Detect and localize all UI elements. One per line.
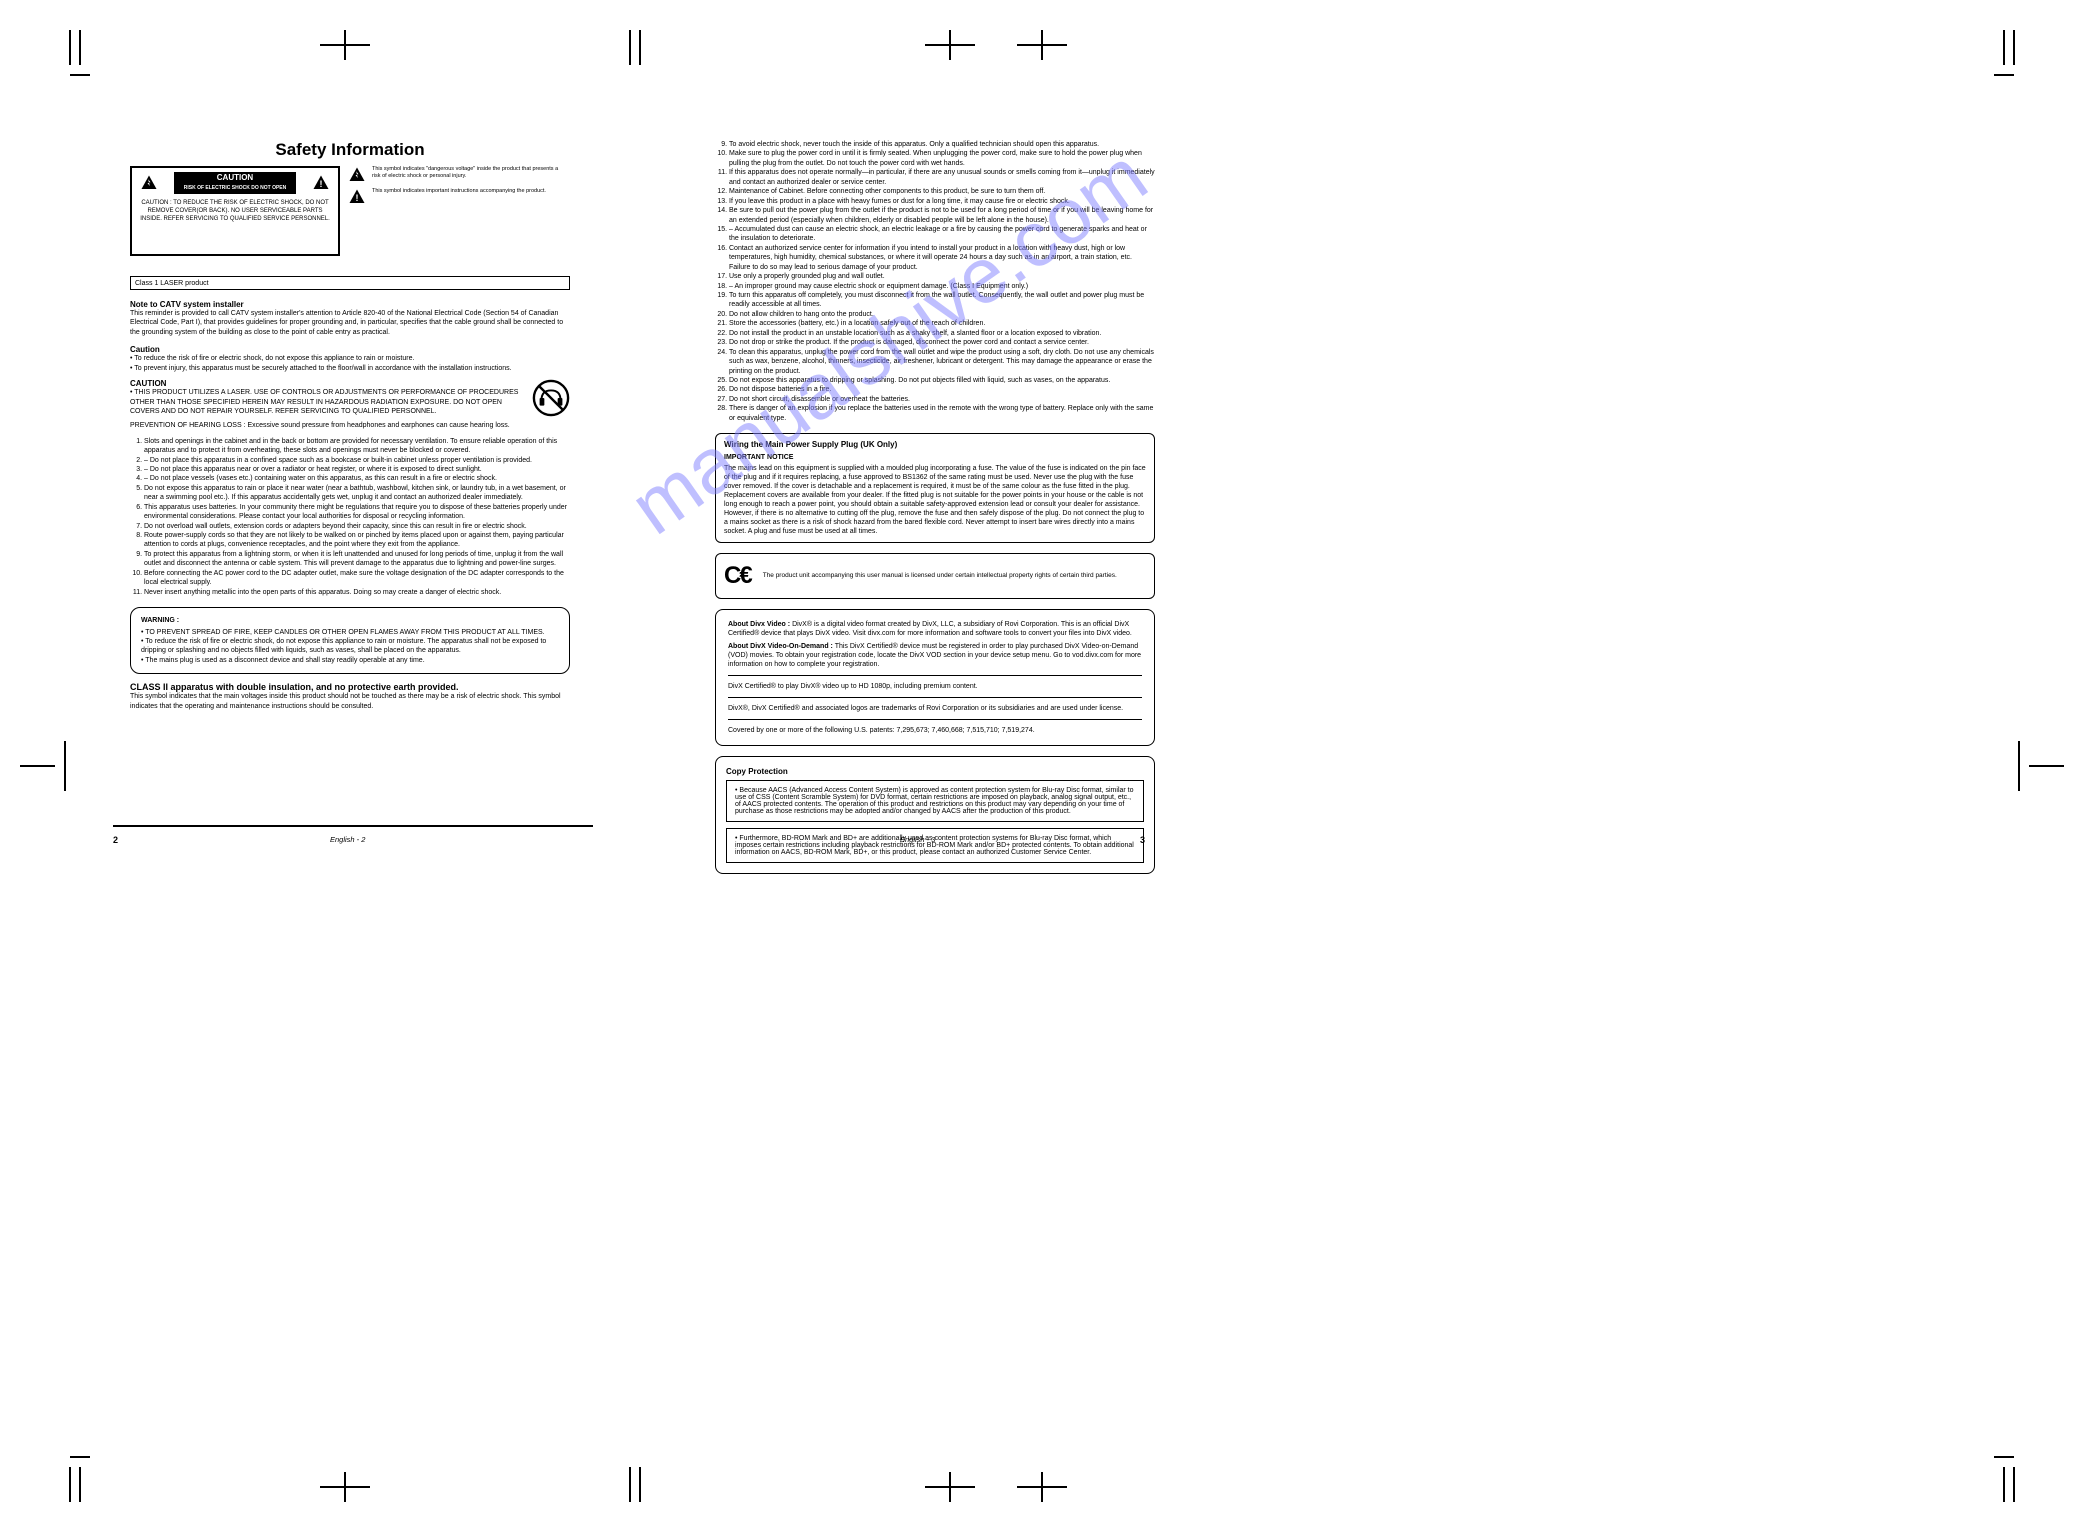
list-item: To turn this apparatus off completely, y… — [729, 291, 1155, 310]
list-item: Maintenance of Cabinet. Before connectin… — [729, 187, 1155, 196]
list-item: Be sure to pull out the power plug from … — [729, 206, 1155, 225]
protect-row: • Because AACS (Advanced Access Content … — [726, 780, 1144, 822]
icon-description: This symbol indicates important instruct… — [372, 188, 562, 206]
lightning-triangle-icon — [348, 166, 366, 184]
right-page: To avoid electric shock, never touch the… — [715, 140, 1155, 874]
caution-box: CAUTIONRISK OF ELECTRIC SHOCK DO NOT OPE… — [130, 166, 340, 256]
class2-body: This symbol indicates that the main volt… — [130, 692, 570, 711]
caution-body: • To reduce the risk of fire or electric… — [130, 354, 570, 373]
list-item: To avoid electric shock, never touch the… — [729, 140, 1155, 149]
list-item: There is danger of an explosion if you r… — [729, 404, 1155, 423]
svg-text:!: ! — [356, 193, 359, 203]
svg-text:!: ! — [319, 179, 322, 189]
footer-right: English - 3 — [900, 835, 935, 844]
warning-box: WARNING : • TO PREVENT SPREAD OF FIRE, K… — [130, 607, 570, 674]
list-item: Do not overload wall outlets, extension … — [144, 522, 570, 531]
list-item: – Do not place this apparatus near or ov… — [144, 465, 570, 474]
list-item: – Do not place vessels (vases etc.) cont… — [144, 474, 570, 483]
list-item: Slots and openings in the cabinet and in… — [144, 437, 570, 456]
ce-mark-icon: C€ — [724, 560, 751, 591]
list-item: If this apparatus does not operate norma… — [729, 168, 1155, 187]
list-item: Route power-supply cords so that they ar… — [144, 531, 570, 550]
list-item: – Accumulated dust can cause an electric… — [729, 225, 1155, 244]
list-item: Do not install the product in an unstabl… — [729, 329, 1155, 338]
list-item: Do not allow children to hang onto the p… — [729, 310, 1155, 319]
headset-warning: PREVENTION OF HEARING LOSS : Excessive s… — [130, 421, 570, 430]
footer-left: English - 2 — [330, 835, 365, 844]
list-item: Make sure to plug the power cord in unti… — [729, 149, 1155, 168]
caution2-body: • THIS PRODUCT UTILIZES A LASER. USE OF … — [130, 388, 526, 416]
list-item: Never insert anything metallic into the … — [144, 588, 570, 597]
headphone-icon — [532, 379, 570, 417]
list-item: Before connecting the AC power cord to t… — [144, 569, 570, 588]
list-item: Do not expose this apparatus to rain or … — [144, 484, 570, 503]
safety-list-right: To avoid electric shock, never touch the… — [715, 140, 1155, 423]
list-item: Store the accessories (battery, etc.) in… — [729, 319, 1155, 328]
list-item: If you leave this product in a place wit… — [729, 197, 1155, 206]
page-number-left: 2 — [113, 835, 118, 845]
section-title: Safety Information — [130, 140, 570, 160]
list-item: To protect this apparatus from a lightni… — [144, 550, 570, 569]
safety-list-left: Slots and openings in the cabinet and in… — [130, 437, 570, 597]
class2-heading: CLASS II apparatus with double insulatio… — [130, 682, 570, 692]
left-page: Safety Information CAUTIONRISK OF ELECTR… — [130, 140, 570, 711]
list-item: Do not drop or strike the product. If th… — [729, 338, 1155, 347]
legal-box: About Divx Video : DivX® is a digital vi… — [715, 609, 1155, 747]
class1-laser-bar: Class 1 LASER product — [130, 276, 570, 290]
list-item: Contact an authorized service center for… — [729, 244, 1155, 272]
list-item: Do not expose this apparatus to dripping… — [729, 376, 1155, 385]
list-item: Do not short circuit, disassemble or ove… — [729, 395, 1155, 404]
list-item: To clean this apparatus, unplug the powe… — [729, 348, 1155, 376]
caution-box-body: CAUTION : TO REDUCE THE RISK OF ELECTRIC… — [132, 198, 338, 225]
list-item: – An improper ground may cause electric … — [729, 282, 1155, 291]
page-number-right: 3 — [1140, 835, 1145, 845]
caution-heading: Caution — [130, 345, 570, 354]
icon-description: This symbol indicates "dangerous voltage… — [372, 166, 562, 184]
list-item: Use only a properly grounded plug and wa… — [729, 272, 1155, 281]
list-item: This apparatus uses batteries. In your c… — [144, 503, 570, 522]
exclamation-triangle-icon: ! — [348, 188, 366, 206]
lightning-triangle-icon — [140, 174, 158, 192]
caution2-heading: CAUTION — [130, 379, 526, 388]
protect-row: • Furthermore, BD-ROM Mark and BD+ are a… — [726, 828, 1144, 863]
ce-box: C€ The product unit accompanying this us… — [715, 553, 1155, 598]
note-body: This reminder is provided to call CATV s… — [130, 309, 570, 337]
wiring-box: Wiring the Main Power Supply Plug (UK On… — [715, 433, 1155, 543]
exclamation-triangle-icon: ! — [312, 174, 330, 192]
note-heading: Note to CATV system installer — [130, 300, 570, 309]
list-item: – Do not place this apparatus in a confi… — [144, 456, 570, 465]
list-item: Do not dispose batteries in a fire. — [729, 385, 1155, 394]
copy-protection-box: Copy Protection • Because AACS (Advanced… — [715, 756, 1155, 874]
